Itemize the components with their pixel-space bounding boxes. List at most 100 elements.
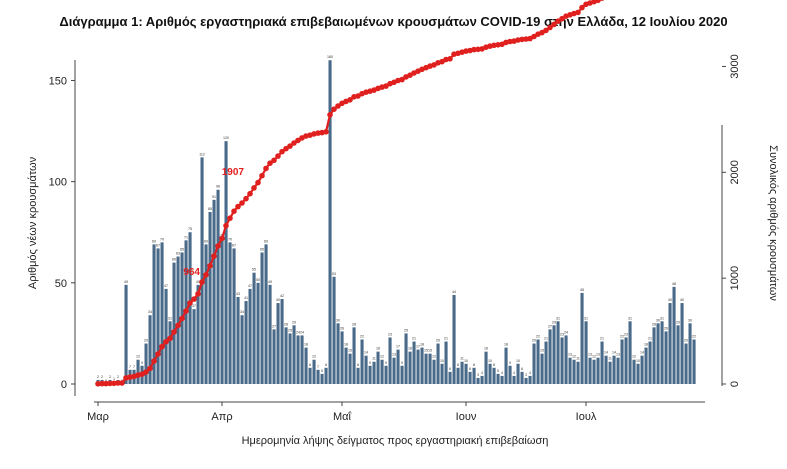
bar: [432, 359, 436, 384]
bar-value-label: 4: [529, 371, 531, 375]
cumulative-annotation: 964: [183, 267, 200, 278]
cumulative-point: [211, 253, 217, 259]
bar: [608, 361, 612, 384]
bar-value-label: 120: [223, 136, 229, 140]
bar-value-label: 29: [552, 320, 556, 324]
cumulative-point: [111, 380, 117, 387]
bar: [372, 361, 376, 384]
bar-value-label: 8: [357, 363, 359, 367]
bar: [456, 367, 460, 384]
bar-value-label: 28: [352, 322, 356, 326]
bar-value-label: 20: [144, 339, 148, 343]
bar-value-label: 9: [141, 361, 143, 365]
cumulative-point: [95, 381, 101, 387]
bar: [580, 292, 584, 384]
bar-value-label: 3: [477, 373, 479, 377]
bar: [420, 347, 424, 384]
bar-value-label: 18: [504, 343, 508, 347]
bar: [312, 359, 316, 384]
cumulative-point: [171, 329, 177, 335]
bar: [652, 327, 656, 384]
cumulative-annotation: 1907: [222, 167, 245, 178]
bar: [400, 365, 404, 384]
bar-value-label: 13: [596, 353, 600, 357]
cumulative-point: [335, 103, 341, 109]
cumulative-point: [595, 0, 601, 4]
bar-value-label: 2: [109, 375, 111, 379]
bar-value-label: 91: [212, 195, 216, 199]
bar-value-label: 21: [444, 337, 448, 341]
bar-value-label: 21: [600, 337, 604, 341]
bar: [392, 357, 396, 384]
bar-value-label: 22: [536, 334, 540, 338]
bar: [564, 335, 568, 384]
bar-value-label: 67: [156, 243, 160, 247]
bar-value-label: 34: [240, 310, 244, 314]
bar-value-label: 11: [460, 357, 464, 361]
cumulative-point: [183, 308, 189, 314]
bar: [624, 337, 628, 384]
bar: [660, 321, 664, 384]
cumulative-point: [543, 27, 549, 34]
bar-value-label: 8: [473, 363, 475, 367]
bar: [512, 375, 516, 384]
bar: [444, 341, 448, 384]
bar-value-label: 1: [113, 377, 115, 381]
bar: [412, 341, 416, 384]
bar: [476, 377, 480, 384]
bar: [644, 347, 648, 384]
bar-value-label: 37: [192, 304, 196, 308]
bar-value-label: 18: [344, 343, 348, 347]
bar: [640, 355, 644, 384]
bar: [252, 272, 256, 384]
cumulative-point: [263, 165, 269, 172]
bar-value-label: 10: [464, 359, 468, 363]
bar: [576, 361, 580, 384]
cumulative-point: [323, 129, 329, 135]
cumulative-point: [119, 380, 125, 386]
bar: [492, 367, 496, 384]
bar: [556, 321, 560, 384]
bar: [440, 363, 444, 384]
bar: [360, 339, 364, 384]
bar-value-label: 65: [260, 247, 264, 251]
cumulative-point: [251, 185, 257, 191]
bar: [168, 321, 172, 384]
bar-value-label: 23: [560, 332, 564, 336]
cumulative-point: [283, 145, 289, 152]
bar: [468, 371, 472, 384]
bar: [664, 331, 668, 384]
bar-value-label: 26: [340, 326, 344, 330]
bar-value-label: 17: [396, 345, 400, 349]
bar-value-label: 21: [544, 337, 548, 341]
bar: [424, 353, 428, 384]
x-tick-label: Ιουλ: [576, 411, 597, 423]
bar-value-label: 112: [199, 152, 205, 156]
bar-value-label: 5: [321, 369, 323, 373]
bar-value-label: 41: [244, 296, 248, 300]
bar: [600, 341, 604, 384]
cumulative-point: [555, 18, 561, 25]
bar-value-label: 12: [572, 355, 576, 359]
bar-value-label: 85: [208, 207, 212, 211]
bar-value-label: 6: [521, 367, 523, 371]
bar: [604, 355, 608, 384]
cumulative-point: [215, 243, 221, 249]
bar-value-label: 60: [172, 258, 176, 262]
bar-value-label: 14: [640, 351, 644, 355]
bar-value-label: 7: [133, 365, 135, 369]
x-tick-label: Μαΐ: [333, 411, 352, 423]
bar: [368, 365, 372, 384]
left-tick-label: 50: [55, 278, 67, 290]
bar: [236, 296, 240, 384]
bar-value-label: 6: [449, 367, 451, 371]
bar: [496, 373, 500, 384]
cumulative-point: [295, 137, 301, 144]
bar: [284, 327, 288, 384]
bar-value-label: 25: [404, 328, 408, 332]
bar: [144, 343, 148, 384]
bar: [656, 323, 660, 384]
bar: [124, 284, 128, 384]
bar-value-label: 15: [424, 349, 428, 353]
